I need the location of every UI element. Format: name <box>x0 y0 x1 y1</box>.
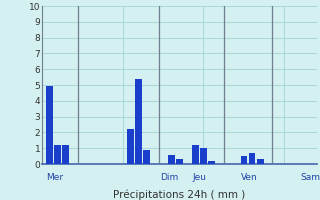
Bar <box>62 145 69 164</box>
Bar <box>168 155 174 164</box>
Text: Précipitations 24h ( mm ): Précipitations 24h ( mm ) <box>113 189 245 200</box>
Bar <box>241 156 247 164</box>
Bar <box>208 161 215 164</box>
Bar <box>127 129 134 164</box>
Bar <box>54 145 61 164</box>
Bar <box>135 79 142 164</box>
Text: Sam: Sam <box>300 173 320 182</box>
Bar <box>192 145 199 164</box>
Bar <box>176 159 183 164</box>
Text: Jeu: Jeu <box>192 173 206 182</box>
Bar <box>143 150 150 164</box>
Bar <box>46 86 53 164</box>
Bar <box>200 148 207 164</box>
Text: Mer: Mer <box>46 173 63 182</box>
Text: Dim: Dim <box>160 173 178 182</box>
Bar <box>257 159 264 164</box>
Bar <box>249 153 255 164</box>
Text: Ven: Ven <box>241 173 258 182</box>
